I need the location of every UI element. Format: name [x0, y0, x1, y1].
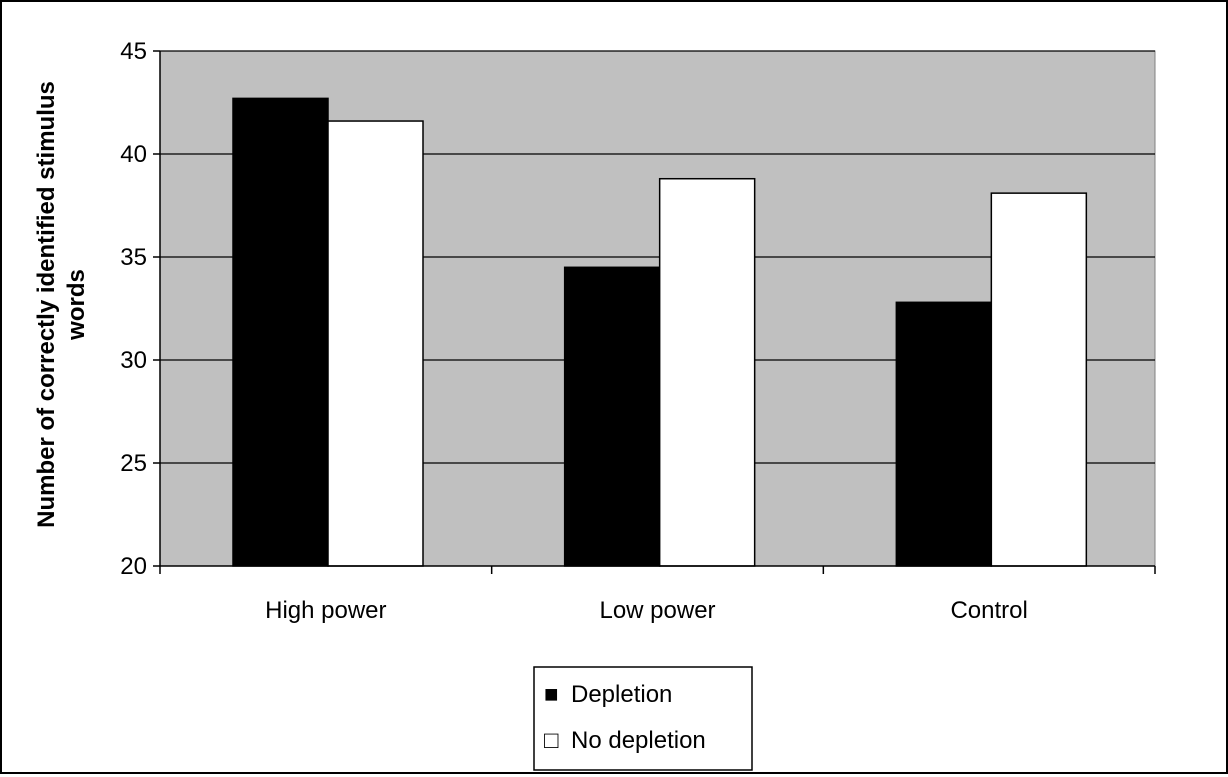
legend-swatch: ■ — [544, 681, 559, 708]
y-tick-label: 20 — [120, 553, 147, 580]
legend-swatch: □ — [544, 727, 559, 754]
bar-low-power-no-depletion — [658, 177, 756, 567]
y-tick-label: 25 — [120, 450, 147, 477]
bar-control-depletion — [895, 301, 993, 567]
bar-high-power-no-depletion — [327, 120, 424, 567]
bars — [232, 97, 1088, 567]
legend-label: Depletion — [571, 681, 672, 708]
bar-low-power-depletion — [563, 266, 661, 567]
y-tick-label: 35 — [120, 244, 147, 271]
bar-high-power-depletion — [232, 97, 329, 567]
x-tick-label: Low power — [599, 597, 715, 624]
x-tick-label: Control — [950, 597, 1027, 624]
legend-label: No depletion — [571, 727, 706, 754]
y-axis-label-line: words — [63, 269, 90, 341]
y-tick-label: 30 — [120, 347, 147, 374]
y-tick-labels: 20 25 30 35 40 45 — [120, 38, 147, 580]
legend-box — [533, 666, 753, 771]
x-tick-label: High power — [265, 597, 386, 624]
bar-control-no-depletion — [990, 192, 1088, 567]
axes — [153, 50, 1156, 574]
y-tick-label: 45 — [120, 38, 147, 65]
y-axis-label-line: Number of correctly identified stimulus — [33, 81, 60, 528]
y-tick-label: 40 — [120, 141, 147, 168]
y-axis-label: Number of correctly identified stimulus w… — [33, 81, 90, 528]
x-tick-labels: High power Low power Control — [265, 597, 1028, 624]
legend: ■ Depletion □ No depletion — [533, 666, 753, 771]
